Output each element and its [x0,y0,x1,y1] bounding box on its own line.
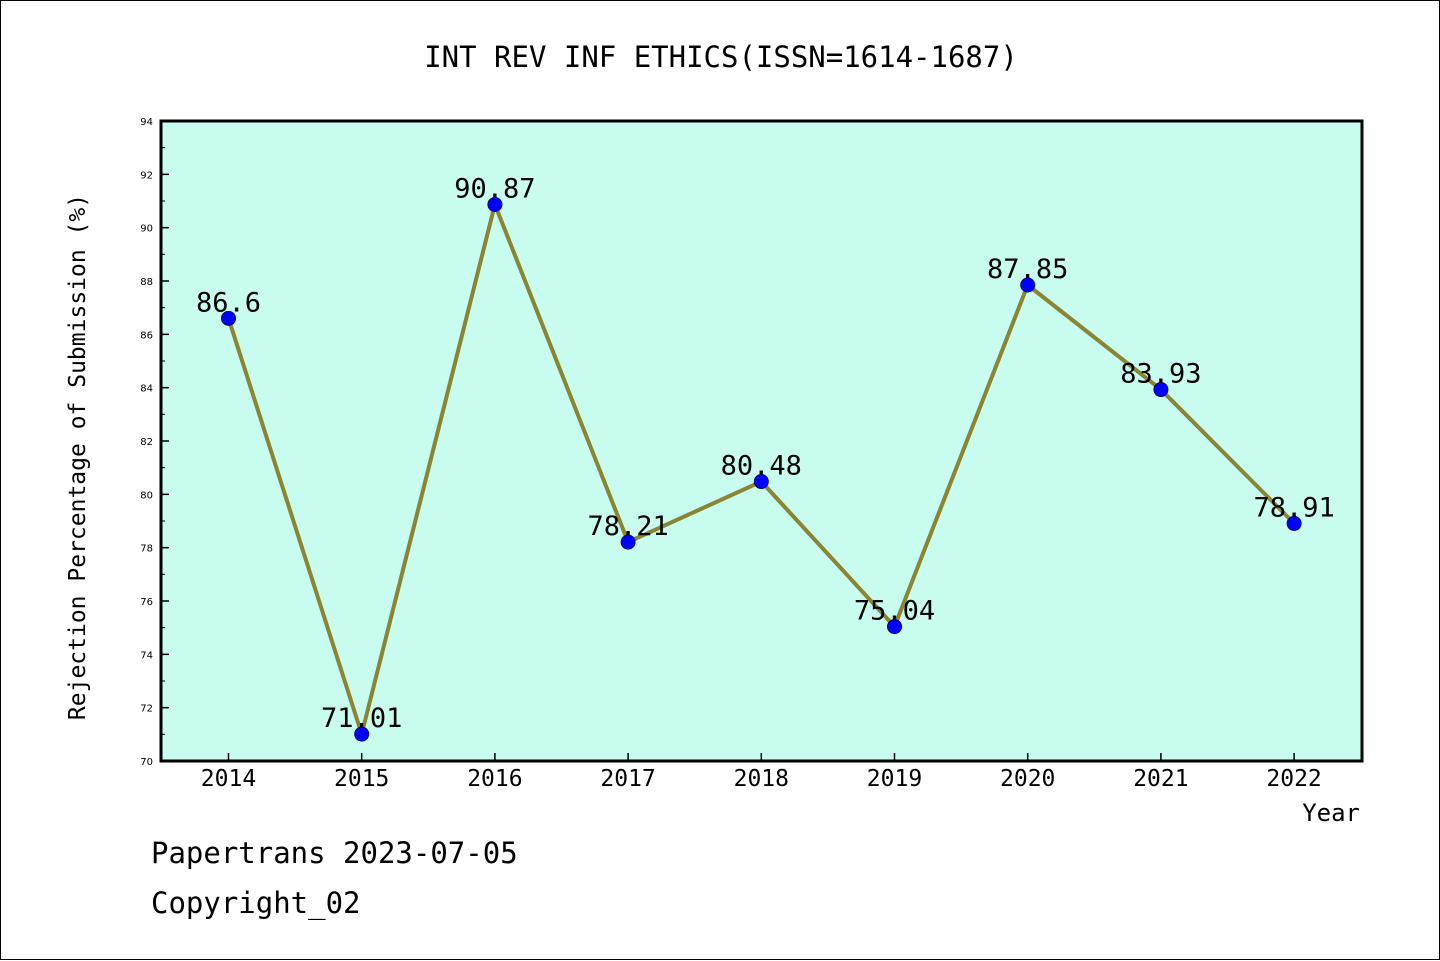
y-tick-label: 84 [140,384,153,395]
y-tick-label: 70 [140,757,153,768]
y-axis-label: Rejection Percentage of Submission (%) [65,194,91,720]
y-tick-label: 78 [140,544,153,555]
data-point [354,726,370,742]
data-label: 80.48 [721,451,802,482]
x-tick-label: 2014 [201,766,256,792]
data-point [887,619,902,635]
data-label: 87.85 [987,254,1068,285]
x-tick-label: 2018 [734,766,789,792]
y-tick-label: 94 [140,117,153,128]
data-label: 75.04 [854,596,935,627]
footer-copyright-text: Copyright_02 [151,886,361,920]
data-point [753,474,769,490]
data-label: 78.21 [587,511,668,542]
data-label: 78.91 [1253,492,1334,523]
data-point [1153,382,1169,398]
data-label: 86.6 [196,287,261,318]
data-label: 90.87 [454,173,535,204]
x-tick-label: 2021 [1133,766,1188,792]
x-axis-label: Year [1302,799,1360,827]
y-tick-label: 74 [140,650,153,661]
data-point [221,310,236,326]
y-tick-label: 80 [140,490,153,501]
x-tick-label: 2022 [1266,766,1321,792]
data-label: 71.01 [321,703,402,734]
y-tick-label: 72 [140,704,153,715]
y-tick-label: 90 [140,224,153,235]
data-series: 86.6 71.01 90.87 78.21 80.48 75.04 87.85 83.93 7… [196,173,1335,742]
x-tick-label: 2016 [467,766,522,792]
y-tick-label: 88 [140,277,153,288]
data-point [1286,515,1302,531]
y-tick-label: 76 [140,597,153,608]
x-tick-label: 2015 [334,766,389,792]
x-tick-label: 2019 [867,766,922,792]
data-point [620,534,636,550]
plot-area [159,119,1364,763]
data-label: 83.93 [1120,359,1201,390]
y-tick-label: 92 [140,170,153,181]
footer-date-text: Papertrans 2023-07-05 [151,836,518,870]
y-tick-label: 82 [140,437,153,448]
x-tick-label: 2020 [1000,766,1055,792]
data-point [1020,277,1036,293]
data-point [487,196,503,212]
x-axis: 2014 2015 2016 2017 2018 2019 2020 2021 2022 [201,753,1322,792]
chart-title: INT REV INF ETHICS(ISSN=1614-1687) [424,40,1018,74]
x-tick-label: 2017 [600,766,655,792]
y-axis: 70 72 74 76 78 80 82 84 86 88 90 92 94 [140,117,169,768]
y-tick-label: 86 [140,330,153,341]
